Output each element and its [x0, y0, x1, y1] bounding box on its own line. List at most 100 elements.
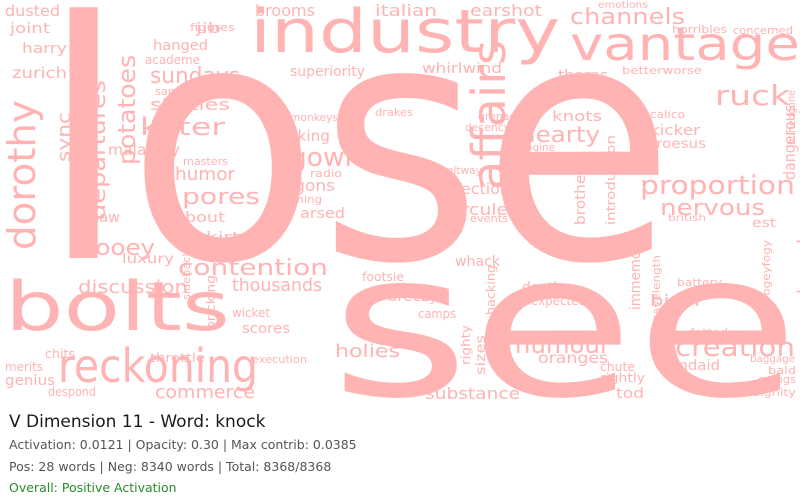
word-chits: chits	[45, 347, 75, 361]
word-wavelength: wavelength	[650, 255, 663, 325]
word-opinions: opinions	[73, 185, 89, 255]
word-discussion: discussion	[78, 277, 188, 298]
word-bolts: bolts	[5, 268, 230, 347]
word-scores: scores	[242, 321, 290, 337]
word-angels: angels	[572, 81, 627, 99]
word-sync: sync	[54, 112, 75, 162]
word-sideback: sideback	[180, 249, 193, 300]
word-arsed: arsed	[300, 206, 345, 222]
word-substance: substance	[425, 384, 520, 400]
word-approval: approval	[798, 110, 800, 175]
caption-verdict: Overall: Positive Activation	[9, 480, 177, 495]
word-figures: figures	[190, 21, 235, 34]
word-wicket: wicket	[232, 306, 270, 320]
word-affairs: affairs	[462, 40, 516, 190]
word-immemorial: immemorial	[628, 230, 644, 310]
word-industry: industry	[250, 0, 560, 67]
word-hercules: hercules	[438, 200, 518, 219]
caption-stats: Activation: 0.0121 | Opacity: 0.30 | Max…	[9, 437, 357, 452]
word-pores: pores	[182, 185, 260, 210]
word-tod: tod	[616, 386, 644, 400]
word-monkeys: monkeys	[290, 111, 338, 124]
word-kicker: kicker	[650, 123, 700, 139]
word-italian: italian	[375, 1, 437, 20]
word-holies: holies	[335, 341, 400, 362]
caption-panel: V Dimension 11 - Word: knock Activation:…	[0, 402, 800, 500]
word-despond: despond	[48, 385, 96, 399]
word-skirt: skirt	[195, 230, 241, 246]
word-events: events	[470, 212, 508, 225]
word-jib: jib	[195, 21, 222, 37]
word-introduction: introduction	[604, 135, 618, 225]
word-dumper: dumper	[355, 236, 397, 250]
word-masters: masters	[183, 155, 228, 168]
word-joint: joint	[9, 21, 51, 37]
word-malarkey: malarkey	[108, 141, 180, 159]
word-cloud-canvas: lose see industry vantage bolts reckonin…	[0, 0, 800, 400]
word-fatted: fatted	[690, 326, 728, 339]
word-earshot: earshot	[470, 1, 542, 20]
word-zurich: zurich	[12, 64, 67, 82]
word-decency: decency	[465, 121, 510, 134]
word-calico: calico	[650, 108, 685, 121]
word-oranges: oranges	[538, 349, 608, 367]
word-betterworse: betterworse	[622, 64, 702, 77]
word-sundays: sundays	[150, 64, 240, 89]
word-sizes: sizes	[474, 335, 489, 375]
word-chute: chute	[600, 360, 635, 374]
word-humour: humour	[515, 330, 611, 359]
word-est: est	[752, 216, 776, 230]
word-sanctity: sanctity	[155, 85, 201, 98]
word-thousands: thousands	[232, 275, 322, 296]
word-bald: bald	[768, 364, 796, 377]
word-brotherly: brotherly	[573, 155, 589, 225]
word-beltway: beltway	[440, 164, 482, 177]
word-reckoning: reckoning	[58, 339, 258, 393]
word-departures: departures	[86, 80, 111, 220]
word-bout: bout	[185, 210, 226, 226]
word-unexpected: unexpected	[516, 294, 586, 308]
word-correction: correction	[430, 180, 510, 198]
word-creation: creation	[675, 333, 795, 363]
word-kilter: kilter	[140, 113, 225, 141]
word-nervous: nervous	[660, 196, 765, 221]
word-goings: goings	[758, 373, 796, 386]
word-fogeyfogy: fogeyfogy	[760, 239, 773, 300]
word-lose: lose	[40, 0, 675, 336]
word-kin: kin	[358, 81, 383, 99]
word-haw: haw	[90, 210, 120, 226]
word-potatoes: potatoes	[113, 55, 141, 165]
word-dorothy: dorothy	[0, 100, 44, 250]
word-british: british	[668, 213, 706, 224]
word-ruck: ruck	[715, 79, 791, 112]
word-crashing: crashing	[272, 193, 322, 206]
word-whack: whack	[455, 254, 501, 270]
caption-counts: Pos: 28 words | Neg: 8340 words | Total:…	[9, 459, 332, 474]
word-gowk: gowk	[290, 143, 360, 173]
word-thorns: thorns	[558, 68, 608, 84]
word-battery: battery	[677, 276, 723, 289]
word-grenade: grenade	[478, 110, 523, 123]
word-brooms: brooms	[255, 1, 315, 20]
word-humor: humor	[175, 164, 236, 185]
word-croesus: croesus	[648, 137, 706, 152]
word-skittles: skittles	[150, 95, 230, 114]
word-contention: contention	[178, 256, 328, 281]
word-camps: camps	[418, 307, 456, 321]
word-see: see	[330, 210, 800, 400]
word-horribles: horribles	[672, 23, 727, 36]
word-merits: merits	[5, 360, 43, 374]
word-hooey: hooey	[80, 236, 155, 261]
word-dignity: dignity	[752, 386, 797, 399]
word-imagine: imagine	[513, 141, 555, 154]
word-superiority: superiority	[290, 64, 365, 80]
word-proportion: proportion	[640, 171, 795, 201]
word-commerce: commerce	[155, 382, 255, 400]
word-footsie: footsie	[362, 270, 404, 284]
word-hearty: hearty	[520, 123, 600, 148]
word-bandaid: bandaid	[660, 358, 720, 374]
word-wagons: wagons	[270, 176, 335, 195]
caption-title: V Dimension 11 - Word: knock	[9, 412, 266, 432]
word-birth: birth	[650, 291, 700, 310]
word-academe: academe	[145, 53, 200, 67]
